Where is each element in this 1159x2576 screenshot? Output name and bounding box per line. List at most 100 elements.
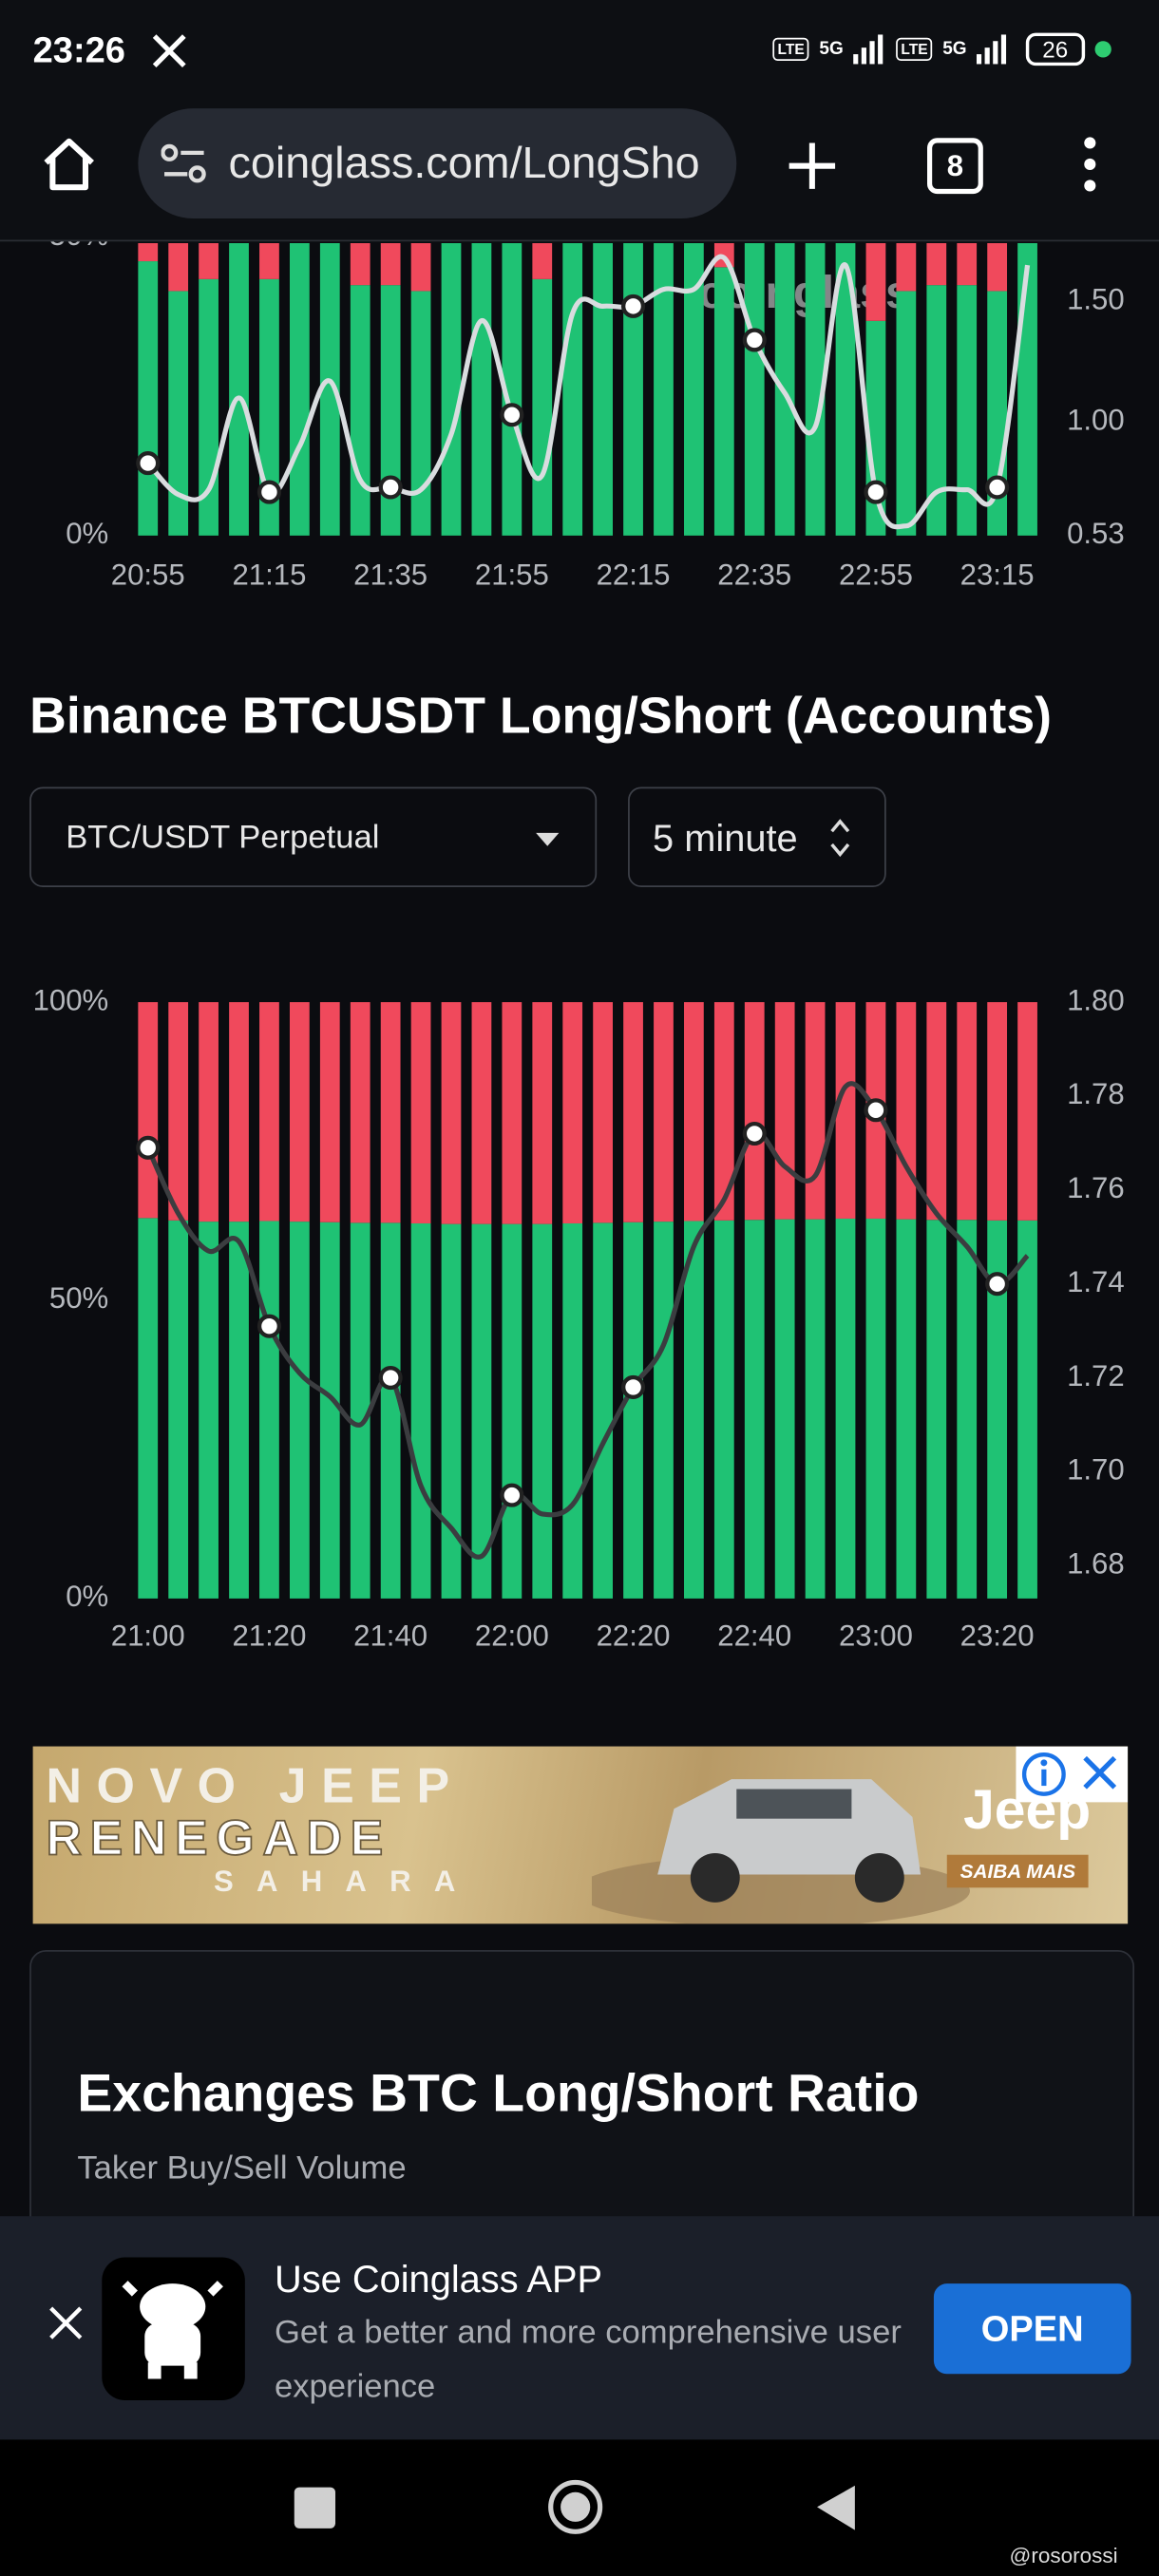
bar-segment xyxy=(713,1220,734,1599)
line xyxy=(145,254,1031,530)
y2-tick-label: 1.50 xyxy=(1067,283,1125,316)
bar-segment xyxy=(805,242,826,536)
ad-banner[interactable]: NOVO JEEP RENEGADE SAHARA Jeep SAIBA MAI… xyxy=(32,1746,1129,1924)
interval-select-text: 5 minute xyxy=(653,816,798,860)
ad-edition: SAHARA xyxy=(213,1865,479,1898)
tab-switcher[interactable]: 8 xyxy=(927,138,983,195)
chart xyxy=(136,1002,1037,1599)
new-tab-button[interactable] xyxy=(786,140,838,192)
bar-segment xyxy=(410,1002,431,1223)
site-settings-icon[interactable] xyxy=(161,142,207,185)
battery: 26 xyxy=(1025,32,1085,66)
line-marker xyxy=(864,480,888,504)
sim-badge: LTE xyxy=(896,37,933,61)
bar-segment xyxy=(896,1219,917,1599)
back-button[interactable] xyxy=(817,2485,855,2530)
bar-segment xyxy=(835,1002,856,1219)
bar-segment xyxy=(957,285,978,536)
bar-segment xyxy=(168,291,189,536)
bar-segment xyxy=(744,1220,765,1599)
line-marker xyxy=(500,1483,524,1507)
ad-controls xyxy=(1016,1746,1129,1803)
line-marker xyxy=(742,328,767,352)
bar-segment xyxy=(138,1002,159,1219)
sim-badge: LTE xyxy=(772,37,810,61)
bar-segment xyxy=(896,1002,917,1220)
bar-segment xyxy=(654,242,674,536)
menu-button[interactable] xyxy=(1078,135,1101,194)
bar-segment xyxy=(471,1223,492,1599)
bar-segment xyxy=(957,1220,978,1599)
bar-segment xyxy=(532,242,553,279)
line-marker xyxy=(378,1366,403,1391)
bar-segment xyxy=(987,1002,1008,1221)
bar-segment xyxy=(926,1220,947,1599)
bar-segment xyxy=(350,1002,370,1223)
bar-segment xyxy=(441,1223,462,1599)
bar-segment xyxy=(744,242,765,536)
close-banner[interactable] xyxy=(48,2305,84,2341)
y2-tick-label: 1.78 xyxy=(1067,1077,1125,1110)
pair-select-text: BTC/USDT Perpetual xyxy=(66,820,380,857)
bar-segment xyxy=(138,261,159,536)
pair-select[interactable]: BTC/USDT Perpetual xyxy=(29,786,598,887)
browser-chrome: 23:26 LTE 5G LTE 5G 26 coinglass.com/Lon… xyxy=(0,0,1159,242)
bar-segment xyxy=(471,1002,492,1224)
line-marker xyxy=(620,1374,646,1399)
bar-segment xyxy=(380,1222,401,1599)
line-marker xyxy=(136,1135,161,1160)
y-tick-label: 0% xyxy=(66,1580,108,1613)
bar-segment xyxy=(350,285,370,536)
bar-segment xyxy=(713,1002,734,1221)
interval-select[interactable]: 5 minute xyxy=(628,786,886,887)
ad-icons[interactable] xyxy=(1016,1747,1128,1803)
x-tick-label: 21:35 xyxy=(353,558,428,591)
bar-segment xyxy=(562,242,583,536)
bar-segment xyxy=(774,1219,795,1599)
open-button[interactable]: OPEN xyxy=(933,2283,1131,2375)
x-app-icon xyxy=(152,34,186,68)
bar-segment xyxy=(896,291,917,536)
bar-segment xyxy=(441,242,462,536)
x-tick-label: 21:00 xyxy=(111,1619,185,1653)
home-nav[interactable] xyxy=(548,2479,603,2534)
line-marker xyxy=(500,403,524,427)
x-tick-label: 21:40 xyxy=(353,1619,428,1653)
bar-segment xyxy=(319,1222,340,1599)
app-banner: Use Coinglass APP Get a better and more … xyxy=(0,2216,1159,2440)
chart: coinglass xyxy=(136,242,1037,536)
updown-icon xyxy=(830,819,850,858)
bar-segment xyxy=(259,1221,279,1599)
bar-segment xyxy=(805,1002,826,1220)
bar-segment xyxy=(289,242,310,536)
bar-segment xyxy=(957,242,978,286)
x-tick-label: 22:35 xyxy=(717,558,791,591)
y2-tick-label: 1.76 xyxy=(1067,1171,1125,1204)
bar-segment xyxy=(926,242,947,286)
bar-segment xyxy=(199,1002,218,1222)
bar-segment xyxy=(896,242,917,292)
bar-segment xyxy=(380,242,401,286)
bar-segment xyxy=(623,1222,643,1599)
bar-segment xyxy=(713,267,734,536)
y2-tick-label: 1.70 xyxy=(1067,1453,1125,1487)
bar-segment xyxy=(259,242,279,279)
y2-tick-label: 1.00 xyxy=(1067,404,1125,437)
signal-icon xyxy=(977,34,1007,65)
caret xyxy=(536,832,560,846)
watermark: @rosorossi xyxy=(1009,2543,1118,2568)
ad-cta[interactable]: SAIBA MAIS xyxy=(946,1854,1089,1888)
bar-segment xyxy=(350,1222,370,1599)
ad-model: RENEGADE xyxy=(46,1811,391,1867)
home-button[interactable] xyxy=(40,135,99,194)
bar-segment xyxy=(199,1222,218,1599)
url-bar[interactable]: coinglass.com/LongSho xyxy=(138,108,737,219)
axis-labels: 0% 50% 100% 1.68 1.70 1.72 1.74 1.76 1.78 1.80 21:… xyxy=(33,983,1125,1652)
bar-segment xyxy=(684,1002,704,1222)
bar-segment xyxy=(138,1218,159,1599)
recents-button[interactable] xyxy=(294,2487,336,2529)
y2-tick-label: 1.72 xyxy=(1067,1359,1125,1392)
bar-segment xyxy=(410,242,431,292)
bar-segment xyxy=(289,1222,310,1599)
